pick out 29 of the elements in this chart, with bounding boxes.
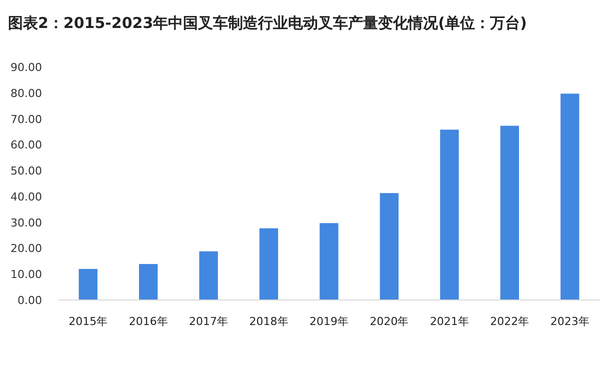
y-tick-label: 90.00 [10, 61, 42, 74]
y-tick-label: 30.00 [10, 216, 42, 230]
y-tick-label: 50.00 [10, 164, 42, 178]
bar [78, 268, 98, 300]
bar [139, 264, 158, 300]
x-tick-label: 2020年 [370, 315, 409, 328]
x-tick-label: 2017年 [189, 315, 228, 328]
y-tick-label: 80.00 [10, 86, 42, 100]
x-tick-label: 2015年 [68, 315, 108, 328]
bar [380, 193, 399, 300]
y-tick-label: 20.00 [10, 242, 42, 256]
x-tick-label: 2023年 [550, 315, 590, 328]
y-tick-label: 60.00 [10, 138, 42, 152]
bar [500, 126, 519, 300]
y-tick-label: 0.00 [18, 294, 42, 307]
x-tick-label: 2022年 [490, 315, 530, 328]
bar [259, 228, 278, 300]
bar [440, 130, 459, 300]
x-tick-label: 2018年 [249, 315, 288, 328]
bar [560, 94, 580, 300]
bar [199, 251, 218, 300]
x-tick-label: 2016年 [128, 315, 168, 328]
y-tick-label: 10.00 [10, 268, 42, 282]
bar [320, 223, 338, 300]
y-tick-label: 40.00 [10, 190, 42, 204]
y-tick-label: 70.00 [10, 112, 42, 126]
x-tick-label: 2019年 [310, 315, 348, 328]
chart-title: 图表2：2015-2023年中国叉车制造行业电动叉车产量变化情况(单位：万台) [8, 14, 527, 32]
x-tick-label: 2021年 [430, 315, 469, 328]
